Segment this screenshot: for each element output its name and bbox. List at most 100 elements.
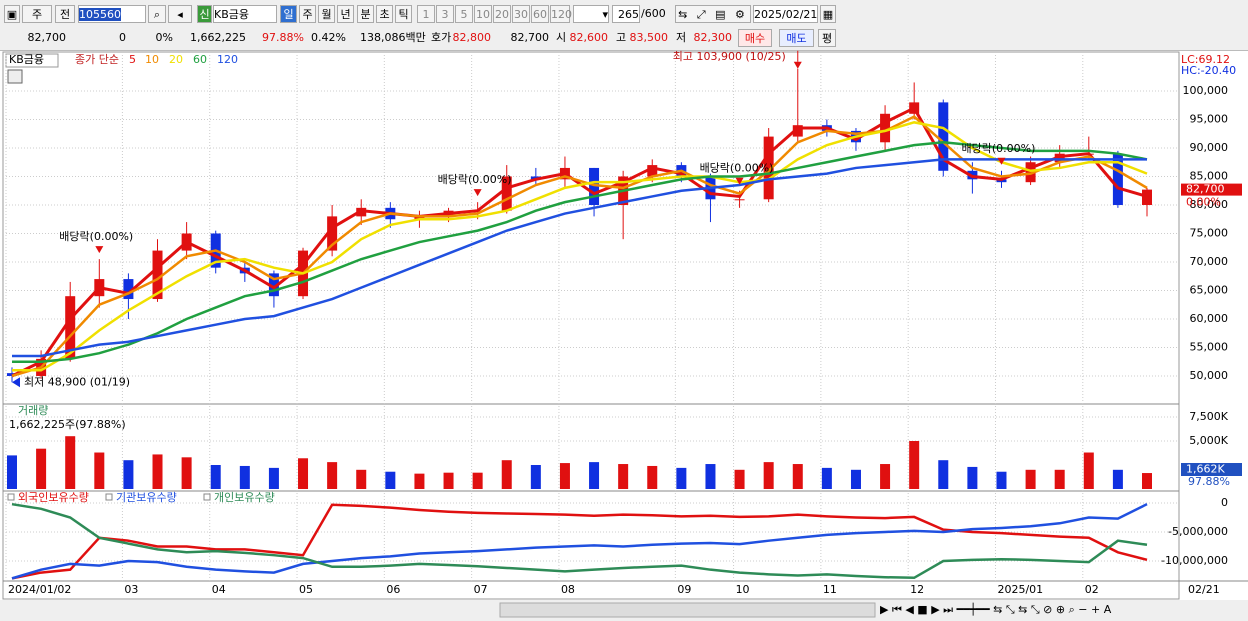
ask: 82,800 — [452, 31, 492, 44]
open: 82,600 — [569, 31, 609, 44]
volume-bar — [181, 457, 192, 489]
count-input[interactable]: 265 — [612, 5, 640, 23]
volume-bar — [1025, 469, 1036, 489]
x-tick-label: 08 — [561, 583, 575, 596]
y-tick-label: 0 — [1221, 496, 1228, 509]
calendar[interactable]: ▦ — [820, 5, 836, 23]
low: 82,300 — [693, 31, 733, 44]
volume-bar — [909, 441, 920, 489]
volume-bar — [559, 463, 570, 489]
period[interactable]: 주 — [299, 5, 316, 23]
holding-line — [11, 502, 1148, 580]
avg-button[interactable]: 평 — [818, 29, 836, 47]
ma-line — [11, 106, 1148, 378]
volume-bar — [472, 472, 483, 489]
volume-bar — [589, 462, 600, 489]
legend-entry: 20 — [169, 53, 183, 66]
chart: ▶ ⏮ ◀ ■ ▶ ⏭ ━━┿━━ ⇆ ⤡ ⇆ ⤡ ⊘ ⊕ ⌕ − + A 5 0… — [0, 50, 1248, 621]
new-badge[interactable]: 신 — [197, 5, 212, 23]
market-select[interactable]: 주 — [22, 5, 52, 23]
hc-label: HC:-20.40 — [1181, 64, 1236, 77]
interval[interactable]: 3 — [436, 5, 454, 23]
scroll-thumb[interactable] — [499, 602, 876, 618]
tools[interactable]: ⇆ ⤢ ▤ ⚙ — [675, 5, 751, 23]
ratio-label: 97.88% — [1188, 475, 1230, 488]
label: 호가 — [431, 31, 452, 44]
volume-bar — [967, 466, 978, 489]
interval[interactable]: 20 — [493, 5, 511, 23]
candle-body — [501, 176, 512, 211]
candle-body — [734, 199, 745, 201]
change-rate: 0% — [155, 31, 173, 44]
all-button[interactable]: 전 — [55, 5, 75, 23]
candle-body — [938, 102, 949, 171]
legend-entry: 5 — [129, 53, 136, 66]
high: 83,500 — [629, 31, 669, 44]
code-input[interactable]: 105560 — [78, 5, 146, 23]
buy-button[interactable]: 매수 — [738, 29, 772, 47]
toolbar: ▣ 주 전 105560 ⌕ ◂ 신 KB금융 일 주 월 년 분 초 틱 1 … — [0, 0, 1248, 51]
period[interactable]: 틱 — [395, 5, 412, 23]
candle-body — [152, 250, 163, 300]
nav-buttons[interactable]: ▶ ⏮ ◀ ■ ▶ ⏭ ━━┿━━ ⇆ ⤡ ⇆ ⤡ ⊘ ⊕ ⌕ − + A — [880, 602, 1112, 616]
legend-box — [5, 53, 59, 68]
interval[interactable]: 5 — [455, 5, 473, 23]
arrow — [95, 246, 104, 254]
y-tick-label: 95,000 — [1190, 112, 1229, 125]
x-tick-label: 11 — [823, 583, 837, 596]
search[interactable]: ⌕ — [148, 5, 166, 23]
interval[interactable]: 10 — [474, 5, 492, 23]
candle-body — [327, 216, 338, 251]
y-tick-label: 100,000 — [1183, 84, 1229, 97]
holding-line — [11, 503, 1148, 580]
bid: 82,700 — [510, 31, 550, 44]
interval[interactable]: 1 — [417, 5, 435, 23]
interval[interactable]: 30 — [512, 5, 530, 23]
arrow — [735, 177, 744, 185]
ma-line — [12, 121, 1148, 372]
volume-bar — [530, 465, 541, 489]
interval[interactable]: 60 — [531, 5, 549, 23]
annotation: 최고 103,900 (10/25) — [673, 50, 786, 63]
volume-bar — [676, 467, 687, 489]
menu-icon[interactable] — [7, 69, 23, 84]
period[interactable]: 년 — [337, 5, 354, 23]
date-input[interactable]: 2025/02/21 — [753, 5, 818, 23]
x-tick-label: 2024/01/02 — [8, 583, 71, 596]
annotation: 배당락(0.00%) — [961, 142, 1035, 155]
candle-body — [880, 113, 891, 143]
candle-body — [123, 279, 134, 300]
volume-bar — [268, 467, 279, 489]
volume-bar — [1142, 473, 1152, 489]
name-input[interactable]: KB금융 — [213, 5, 277, 23]
y-tick-label: 70,000 — [1190, 255, 1229, 268]
dropdown[interactable]: ▾ — [573, 5, 609, 23]
sound[interactable]: ◂ — [168, 5, 192, 23]
volume-bar — [327, 462, 338, 489]
label: 고 — [616, 31, 627, 44]
x-tick-label: 02 — [1085, 583, 1099, 596]
y-tick-label: 7,500K — [1189, 410, 1228, 423]
price-tag-label: 82,700 — [1186, 183, 1225, 196]
annotation: 배당락(0.00%) — [59, 230, 133, 243]
legend-entry: 10 — [145, 53, 159, 66]
volume-bar — [65, 436, 76, 489]
legend-entry: 기관보유수량 — [116, 491, 177, 504]
period[interactable]: 분 — [357, 5, 374, 23]
x-end-label: 02/21 — [1188, 583, 1220, 596]
icon[interactable]: ▣ — [4, 5, 20, 23]
legend-marker — [203, 493, 211, 501]
change-label: 0.00% — [1186, 196, 1221, 209]
x-tick-label: 04 — [212, 583, 226, 596]
y-tick-label: 5,000K — [1189, 434, 1228, 447]
volume-bar — [938, 460, 949, 489]
period[interactable]: 초 — [376, 5, 393, 23]
legend-entry: 120 — [217, 53, 238, 66]
period[interactable]: 월 — [318, 5, 335, 23]
interval[interactable]: 120 — [550, 5, 572, 23]
sell-button[interactable]: 매도 — [779, 29, 814, 47]
volume-bar — [123, 460, 134, 489]
turnover: 0.42% — [311, 31, 346, 44]
period[interactable]: 일 — [280, 5, 297, 23]
